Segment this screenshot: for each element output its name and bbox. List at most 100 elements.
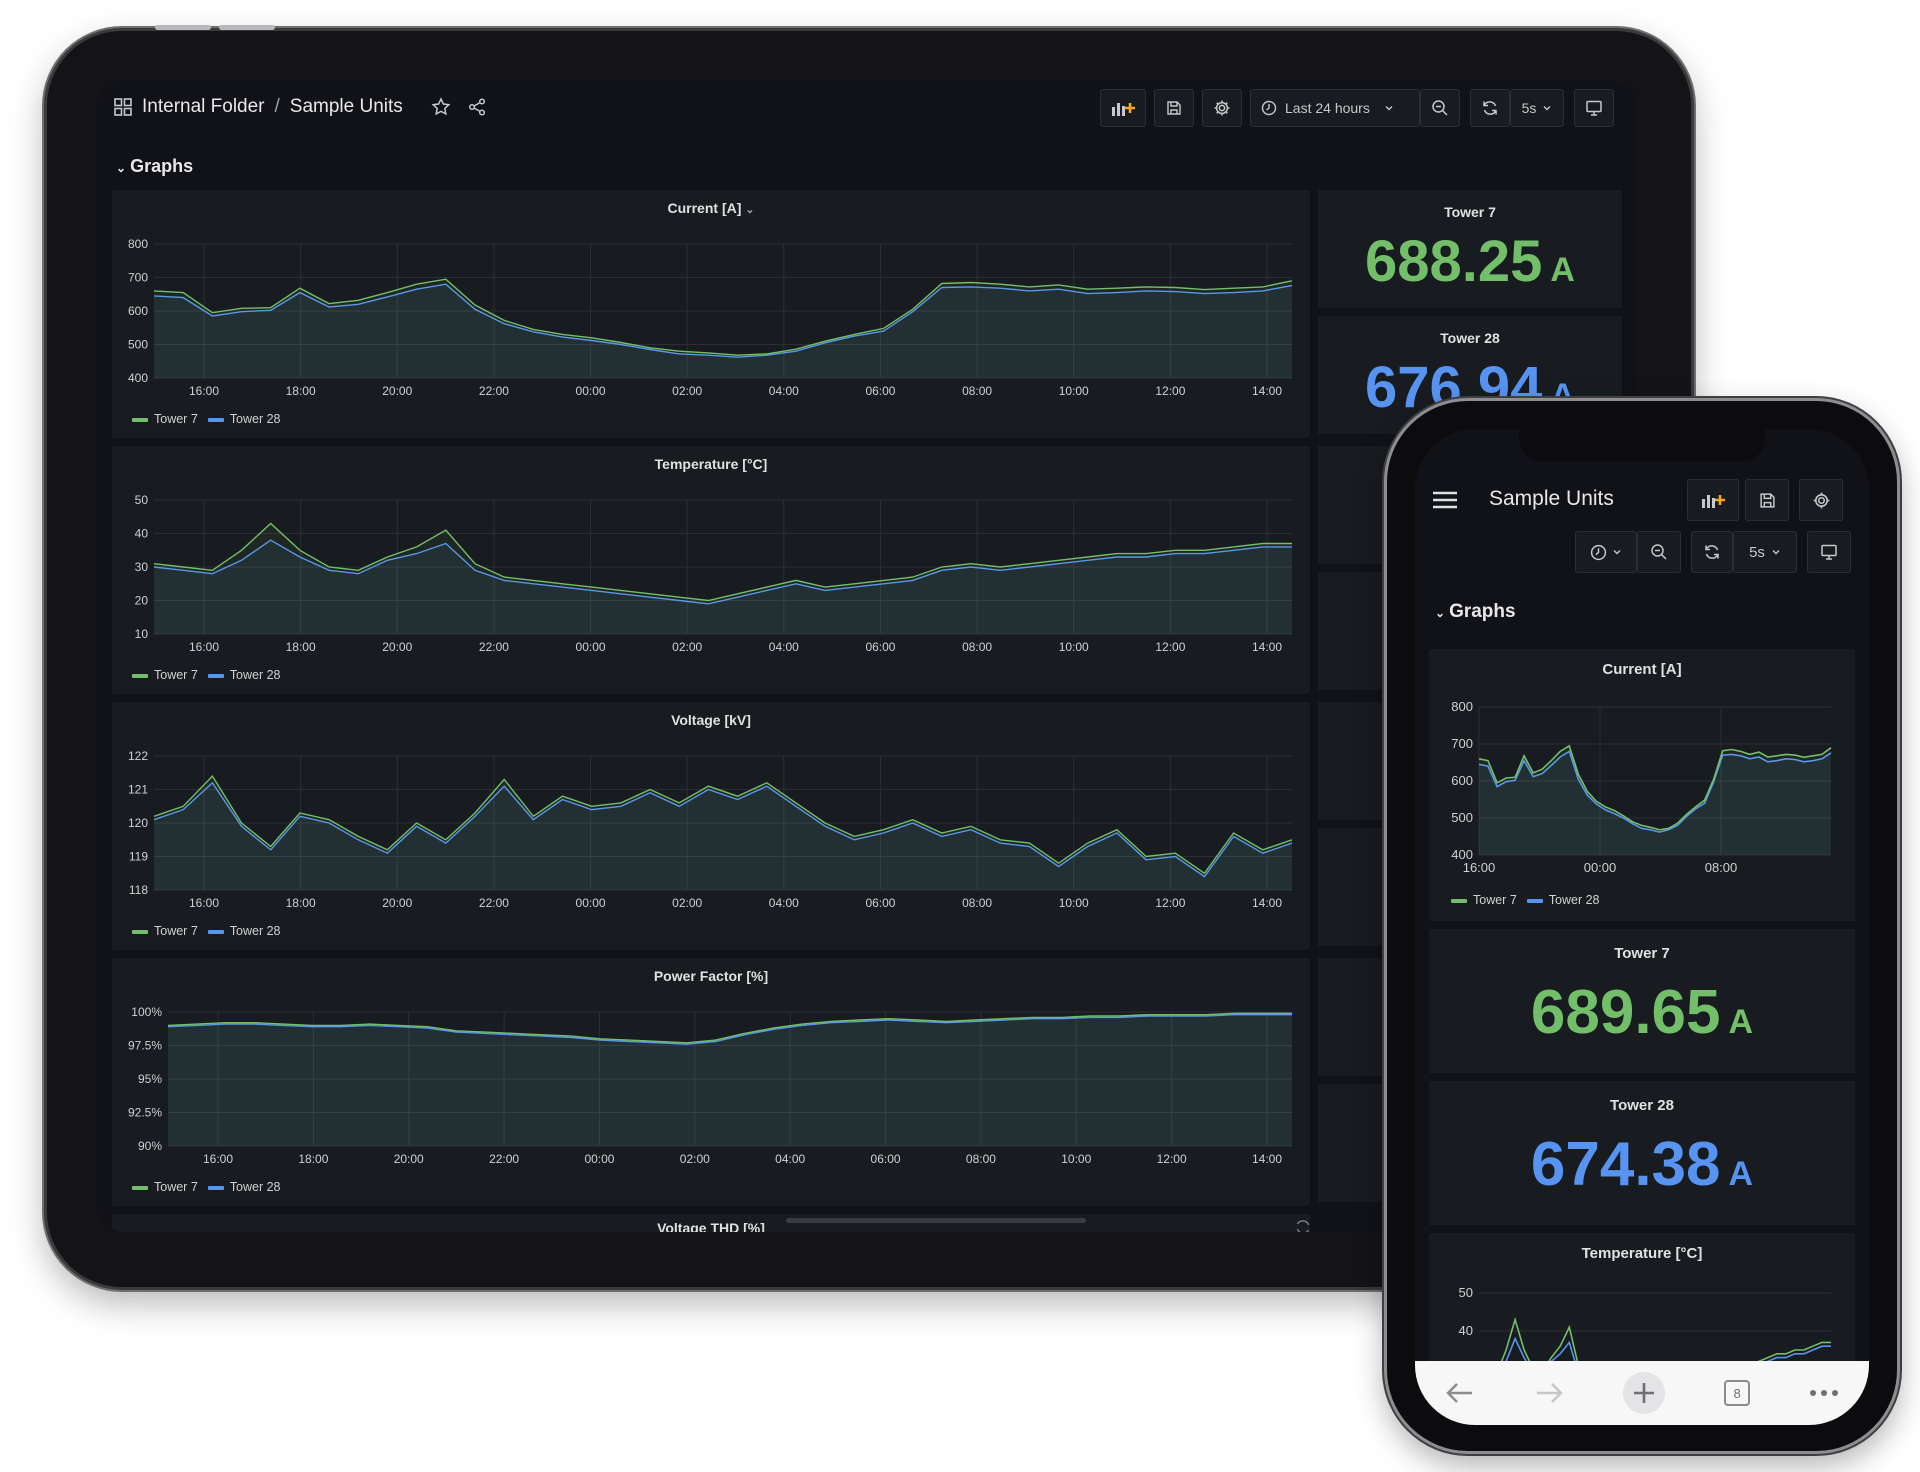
star-icon[interactable] bbox=[431, 97, 451, 117]
x-tick-label: 06:00 bbox=[871, 1152, 901, 1166]
series-area-tower7 bbox=[168, 1013, 1292, 1146]
panel-title-voltage[interactable]: Voltage [kV] bbox=[671, 712, 751, 728]
panel-temperature[interactable]: Temperature [°C] 50 40 30 20 10 16:00 18:00 20:… bbox=[112, 446, 1310, 694]
time-range-picker[interactable] bbox=[1575, 531, 1637, 573]
x-tick-label: 08:00 bbox=[966, 1152, 996, 1166]
share-icon[interactable] bbox=[467, 97, 487, 117]
refresh-button[interactable] bbox=[1691, 531, 1733, 573]
back-arrow-icon[interactable] bbox=[1445, 1381, 1475, 1405]
panel-title-voltage-thd[interactable]: Voltage THD [%] bbox=[657, 1220, 765, 1232]
panel-title-temperature[interactable]: Temperature [°C] bbox=[654, 456, 768, 472]
zoom-out-button[interactable] bbox=[1420, 89, 1460, 127]
x-tick-label: 16:00 bbox=[189, 384, 219, 398]
forward-arrow-icon[interactable] bbox=[1534, 1381, 1564, 1405]
legend-item-tower28[interactable]: Tower 28 bbox=[207, 668, 281, 682]
series-line-tower28[interactable] bbox=[153, 283, 1293, 358]
x-tick-label: 04:00 bbox=[775, 1152, 805, 1166]
chart-temperature[interactable]: 50 40 30 20 10 16:00 18:00 20:00 22:00 00:00 02:00… bbox=[112, 446, 1310, 694]
add-panel-icon bbox=[1702, 495, 1725, 508]
chevron-down-icon: ⌄ bbox=[116, 161, 127, 175]
phone-panel-current[interactable]: Current [A] 800 700 600 500 400 16:00 00:00 08:… bbox=[1429, 649, 1855, 921]
refresh-icon bbox=[1483, 101, 1497, 115]
x-tick-label: 06:00 bbox=[865, 640, 895, 654]
legend-item-tower28[interactable]: Tower 28 bbox=[207, 924, 281, 938]
clock-icon bbox=[1261, 100, 1277, 116]
tv-mode-icon bbox=[1586, 100, 1602, 116]
panel-title-current[interactable]: Current [A] bbox=[1602, 661, 1682, 678]
legend-item-tower28[interactable]: Tower 28 bbox=[207, 1180, 281, 1194]
panel-voltage[interactable]: Voltage [kV] 122 121 120 119 118 16:00 18:00 20… bbox=[112, 702, 1310, 950]
row-title-graphs[interactable]: ⌄ Graphs bbox=[1435, 601, 1516, 623]
series-area-tower28 bbox=[154, 284, 1292, 378]
legend-label: Tower 28 bbox=[229, 924, 281, 938]
refresh-interval-picker[interactable]: 5s bbox=[1510, 89, 1564, 127]
phone-stat-tower28[interactable]: Tower 28 674.38 A bbox=[1429, 1081, 1855, 1225]
panel-power-factor[interactable]: Power Factor [%] 100% 97.5% 95% 92.5% 90% 16:… bbox=[112, 958, 1310, 1206]
breadcrumb: Internal Folder / Sample Units bbox=[114, 96, 487, 118]
save-button[interactable] bbox=[1745, 479, 1789, 521]
settings-button[interactable] bbox=[1202, 89, 1242, 127]
zoom-out-icon bbox=[1432, 100, 1448, 116]
stat-unit: A bbox=[1728, 1003, 1754, 1041]
dashboard-title[interactable]: Sample Units bbox=[289, 96, 403, 117]
phone-device: Sample Units 5s ⌄ Graphs Current [ bbox=[1384, 398, 1900, 1454]
y-tick-label: 20 bbox=[135, 594, 149, 608]
save-button[interactable] bbox=[1154, 89, 1194, 127]
legend-swatch-tower28 bbox=[207, 929, 224, 934]
dashboard-grid-icon[interactable] bbox=[114, 98, 132, 116]
x-tick-label: 20:00 bbox=[394, 1152, 424, 1166]
legend-item-tower7[interactable]: Tower 7 bbox=[132, 412, 198, 426]
series-line-tower28[interactable] bbox=[153, 539, 1292, 605]
refresh-interval-label: 5s bbox=[1521, 100, 1537, 116]
stat-title: Tower 28 bbox=[1610, 1097, 1674, 1114]
chart-power-factor[interactable]: 100% 97.5% 95% 92.5% 90% 16:00 18:00 20:00 22:00… bbox=[112, 958, 1310, 1206]
panel-voltage-thd[interactable]: Voltage THD [%] bbox=[112, 1214, 1310, 1232]
phone-screen: Sample Units 5s ⌄ Graphs Current [ bbox=[1415, 429, 1869, 1425]
more-icon[interactable] bbox=[1809, 1389, 1839, 1397]
tv-mode-button[interactable] bbox=[1574, 89, 1614, 127]
series-line-tower7[interactable] bbox=[153, 774, 1293, 875]
gear-icon bbox=[1214, 100, 1230, 116]
refresh-button[interactable] bbox=[1470, 89, 1510, 127]
chart-current[interactable]: 800 700 600 500 400 16:00 18:00 20:00 22:00 00:00… bbox=[112, 190, 1310, 438]
legend-item-tower7[interactable]: Tower 7 bbox=[132, 668, 198, 682]
panel-title-temperature[interactable]: Temperature [°C] bbox=[1581, 1245, 1703, 1262]
chart-voltage[interactable]: 122 121 120 119 118 16:00 18:00 20:00 22:00 00:00… bbox=[112, 702, 1310, 950]
add-panel-button[interactable] bbox=[1100, 89, 1146, 127]
series-line-tower28[interactable] bbox=[1478, 750, 1832, 833]
series-line-tower7[interactable] bbox=[167, 1012, 1292, 1044]
settings-button[interactable] bbox=[1799, 479, 1843, 521]
legend-item-tower7[interactable]: Tower 7 bbox=[1451, 893, 1517, 907]
panel-current[interactable]: Current [A] ⌄ 800 700 600 500 400 16:00 18:00 2… bbox=[112, 190, 1310, 438]
zoom-out-button[interactable] bbox=[1637, 531, 1681, 573]
panel-title-current[interactable]: Current [A] ⌄ bbox=[112, 200, 1310, 216]
tv-mode-button[interactable] bbox=[1807, 531, 1851, 573]
legend-item-tower7[interactable]: Tower 7 bbox=[132, 1180, 198, 1194]
stat-tower7-current[interactable]: Tower 7 688.25 A bbox=[1318, 190, 1622, 308]
legend-item-tower28[interactable]: Tower 28 bbox=[207, 412, 281, 426]
phone-dashboard-title[interactable]: Sample Units bbox=[1489, 487, 1614, 510]
series-line-tower7[interactable] bbox=[153, 522, 1292, 602]
series-line-tower28[interactable] bbox=[153, 781, 1293, 878]
hamburger-menu-icon[interactable] bbox=[1431, 489, 1459, 511]
series-line-tower7[interactable] bbox=[153, 278, 1293, 356]
browser-toolbar: 8 bbox=[1415, 1361, 1869, 1425]
time-range-picker[interactable]: Last 24 hours bbox=[1250, 89, 1420, 127]
tabs-icon[interactable]: 8 bbox=[1724, 1380, 1751, 1406]
x-tick-label: 20:00 bbox=[382, 384, 412, 398]
y-tick-label: 400 bbox=[1451, 847, 1473, 862]
new-tab-button[interactable] bbox=[1622, 1372, 1665, 1414]
legend-item-tower7[interactable]: Tower 7 bbox=[132, 924, 198, 938]
series-line-tower28[interactable] bbox=[167, 1014, 1292, 1045]
panel-title-power-factor[interactable]: Power Factor [%] bbox=[653, 968, 769, 984]
breadcrumb-folder[interactable]: Internal Folder bbox=[142, 96, 265, 117]
row-title-graphs[interactable]: ⌄ Graphs bbox=[116, 156, 193, 177]
add-panel-button[interactable] bbox=[1687, 479, 1739, 521]
legend-item-tower28[interactable]: Tower 28 bbox=[1526, 893, 1600, 907]
series-line-tower7[interactable] bbox=[1478, 744, 1832, 831]
phone-stat-tower7[interactable]: Tower 7 689.65 A bbox=[1429, 929, 1855, 1073]
x-tick-label: 14:00 bbox=[1252, 640, 1282, 654]
refresh-interval-picker[interactable]: 5s bbox=[1733, 531, 1797, 573]
phone-panel-temperature[interactable]: Temperature [°C] 50 40 bbox=[1429, 1233, 1855, 1374]
